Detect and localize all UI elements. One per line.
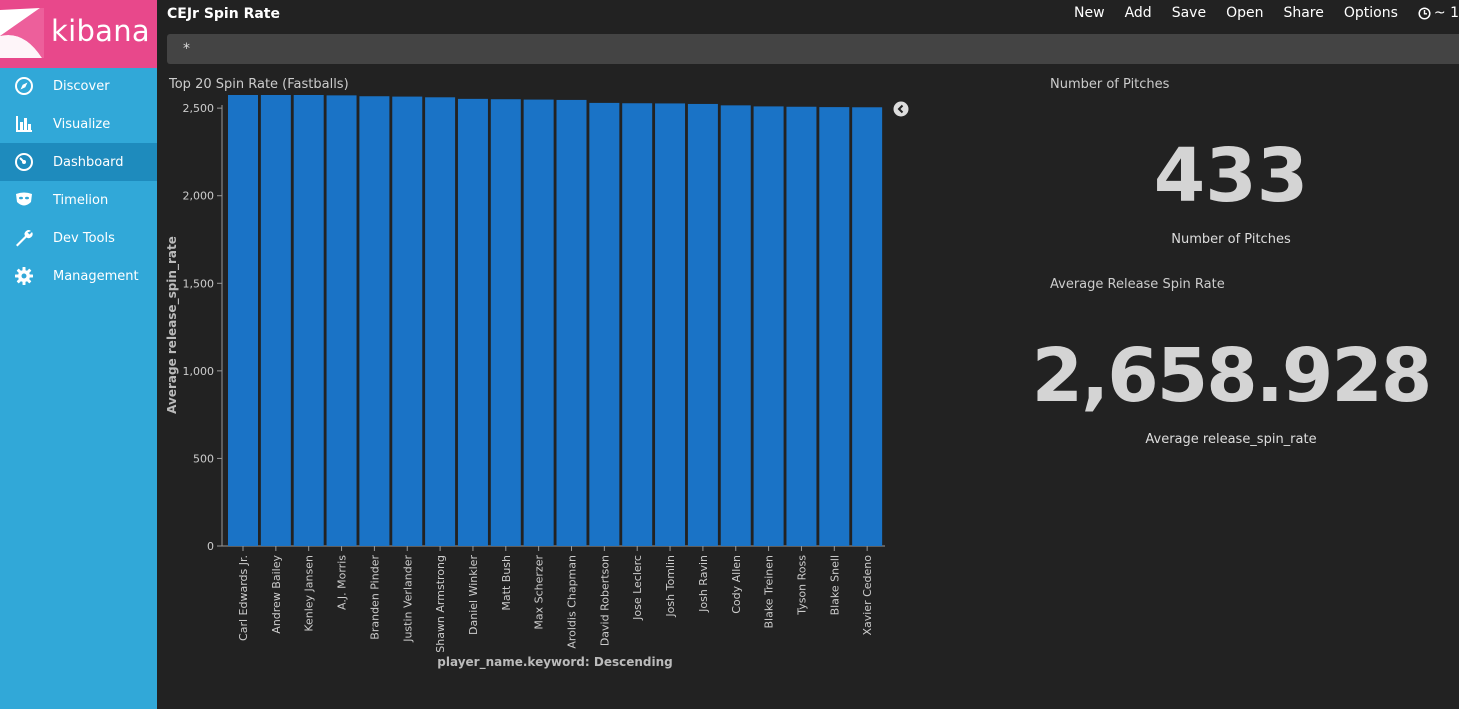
chart-bar xyxy=(293,95,324,547)
chart-bar xyxy=(852,107,883,547)
x-tick-label: Josh Ravin xyxy=(697,555,710,613)
pitches-panel-title: Number of Pitches xyxy=(1050,77,1170,92)
sidebar-nav: Discover Visualize Dashboard Timelion De… xyxy=(0,67,157,295)
top-nav-bar: CEJr Spin Rate New Add Save Open Share O… xyxy=(157,0,1459,30)
y-tick-label: 1,000 xyxy=(183,365,215,378)
x-tick-label: Justin Verlander xyxy=(401,555,414,643)
new-button[interactable]: New xyxy=(1074,5,1105,21)
chart-bar xyxy=(457,98,488,546)
dashboard-title: CEJr Spin Rate xyxy=(167,6,280,22)
kibana-logo-icon xyxy=(0,8,44,58)
add-button[interactable]: Add xyxy=(1124,5,1152,21)
x-tick-label: Shawn Armstrong xyxy=(434,555,447,653)
pitches-metric-label: Number of Pitches xyxy=(1171,232,1291,247)
time-picker[interactable]: ~ 1 xyxy=(1418,5,1459,21)
chevron-left-icon xyxy=(893,101,909,117)
spin-panel-title: Average Release Spin Rate xyxy=(1050,277,1225,292)
chart-bar xyxy=(622,103,653,546)
sidebar-item-label: Dev Tools xyxy=(53,230,115,246)
y-tick-label: 1,500 xyxy=(183,277,215,290)
open-button[interactable]: Open xyxy=(1226,5,1264,21)
clock-icon xyxy=(1418,6,1431,20)
sidebar-item-label: Timelion xyxy=(53,192,109,208)
x-tick-label: Cody Allen xyxy=(730,555,743,614)
y-tick-label: 2,000 xyxy=(183,190,215,203)
sidebar-item-discover[interactable]: Discover xyxy=(0,67,157,105)
sidebar-item-dashboard[interactable]: Dashboard xyxy=(0,143,157,181)
x-tick-label: Blake Treinen xyxy=(763,555,776,629)
x-tick-label: Matt Bush xyxy=(500,555,513,611)
x-tick-label: Blake Snell xyxy=(828,555,841,615)
options-button[interactable]: Options xyxy=(1343,5,1398,21)
chart-bar xyxy=(556,99,587,546)
spin-metric-value: 2,658.928 xyxy=(1031,333,1433,419)
chart-bar xyxy=(720,105,751,546)
chart-bar xyxy=(753,106,784,547)
x-tick-label: Carl Edwards Jr. xyxy=(237,555,250,641)
chart-bar xyxy=(392,96,423,546)
sidebar-item-dev-tools[interactable]: Dev Tools xyxy=(0,219,157,257)
y-tick-label: 500 xyxy=(193,452,214,465)
chart-bar xyxy=(260,95,291,547)
bar-chart-icon xyxy=(14,114,34,134)
x-tick-label: Branden Pinder xyxy=(368,555,381,640)
x-tick-label: David Robertson xyxy=(598,555,611,646)
logo-text: kibana xyxy=(51,14,150,48)
dashboard-gauge-icon xyxy=(14,152,34,172)
x-tick-label: Tyson Ross xyxy=(795,555,808,616)
x-tick-label: Aroldis Chapman xyxy=(566,555,579,649)
sidebar-item-label: Discover xyxy=(53,78,110,94)
chart-bar xyxy=(786,106,817,547)
chart-bar xyxy=(359,96,390,546)
sidebar: kibana Discover Visualize Dashboard Time… xyxy=(0,0,157,709)
kibana-logo[interactable]: kibana xyxy=(0,0,157,68)
x-tick-label: A.J. Morris xyxy=(336,555,349,610)
chart-bar xyxy=(589,102,620,546)
share-button[interactable]: Share xyxy=(1283,5,1324,21)
y-tick-label: 2,500 xyxy=(183,102,215,115)
chart-bar xyxy=(326,95,357,546)
chart-bar xyxy=(425,97,456,546)
x-tick-label: Max Scherzer xyxy=(533,555,546,630)
legend-toggle[interactable] xyxy=(893,101,909,117)
chart-bar xyxy=(819,107,850,547)
x-axis-label: player_name.keyword: Descending xyxy=(437,655,672,670)
chart-bar xyxy=(687,103,718,546)
x-tick-label: Andrew Bailey xyxy=(270,555,283,634)
x-tick-label: Josh Tomlin xyxy=(664,555,677,618)
x-tick-label: Kenley Jansen xyxy=(303,555,316,632)
pitches-metric-value: 433 xyxy=(1153,133,1309,219)
sidebar-item-visualize[interactable]: Visualize xyxy=(0,105,157,143)
sidebar-item-timelion[interactable]: Timelion xyxy=(0,181,157,219)
chart-bar xyxy=(228,95,258,547)
sidebar-item-label: Dashboard xyxy=(53,154,124,170)
time-range-label: ~ 1 xyxy=(1433,5,1459,21)
chart-bar xyxy=(490,99,521,546)
y-tick-label: 0 xyxy=(207,540,214,553)
x-tick-label: Jose Leclerc xyxy=(631,555,644,621)
chart-panel-title: Top 20 Spin Rate (Fastballs) xyxy=(169,77,349,92)
bar-chart: 0 500 1,000 1,500 2,000 2,500 Carl Edwards Jr.… xyxy=(165,95,885,670)
compass-icon xyxy=(14,76,34,96)
save-button[interactable]: Save xyxy=(1171,5,1207,21)
sidebar-item-management[interactable]: Management xyxy=(0,257,157,295)
x-tick-label: Daniel Winkler xyxy=(467,555,480,635)
y-axis-label: Average release_spin_rate xyxy=(165,236,180,414)
gear-icon xyxy=(14,266,34,286)
chart-bar xyxy=(655,103,686,547)
chart-bar xyxy=(523,99,554,546)
query-bar xyxy=(167,34,1459,64)
top-menu: New Add Save Open Share Options ~ 1 xyxy=(1074,5,1459,21)
spin-metric-label: Average release_spin_rate xyxy=(1145,432,1317,447)
timelion-mask-icon xyxy=(14,190,34,210)
query-input[interactable] xyxy=(167,34,1459,64)
sidebar-item-label: Management xyxy=(53,268,139,284)
sidebar-item-label: Visualize xyxy=(53,116,111,132)
wrench-icon xyxy=(14,228,34,248)
x-tick-label: Xavier Cedeno xyxy=(861,555,874,636)
